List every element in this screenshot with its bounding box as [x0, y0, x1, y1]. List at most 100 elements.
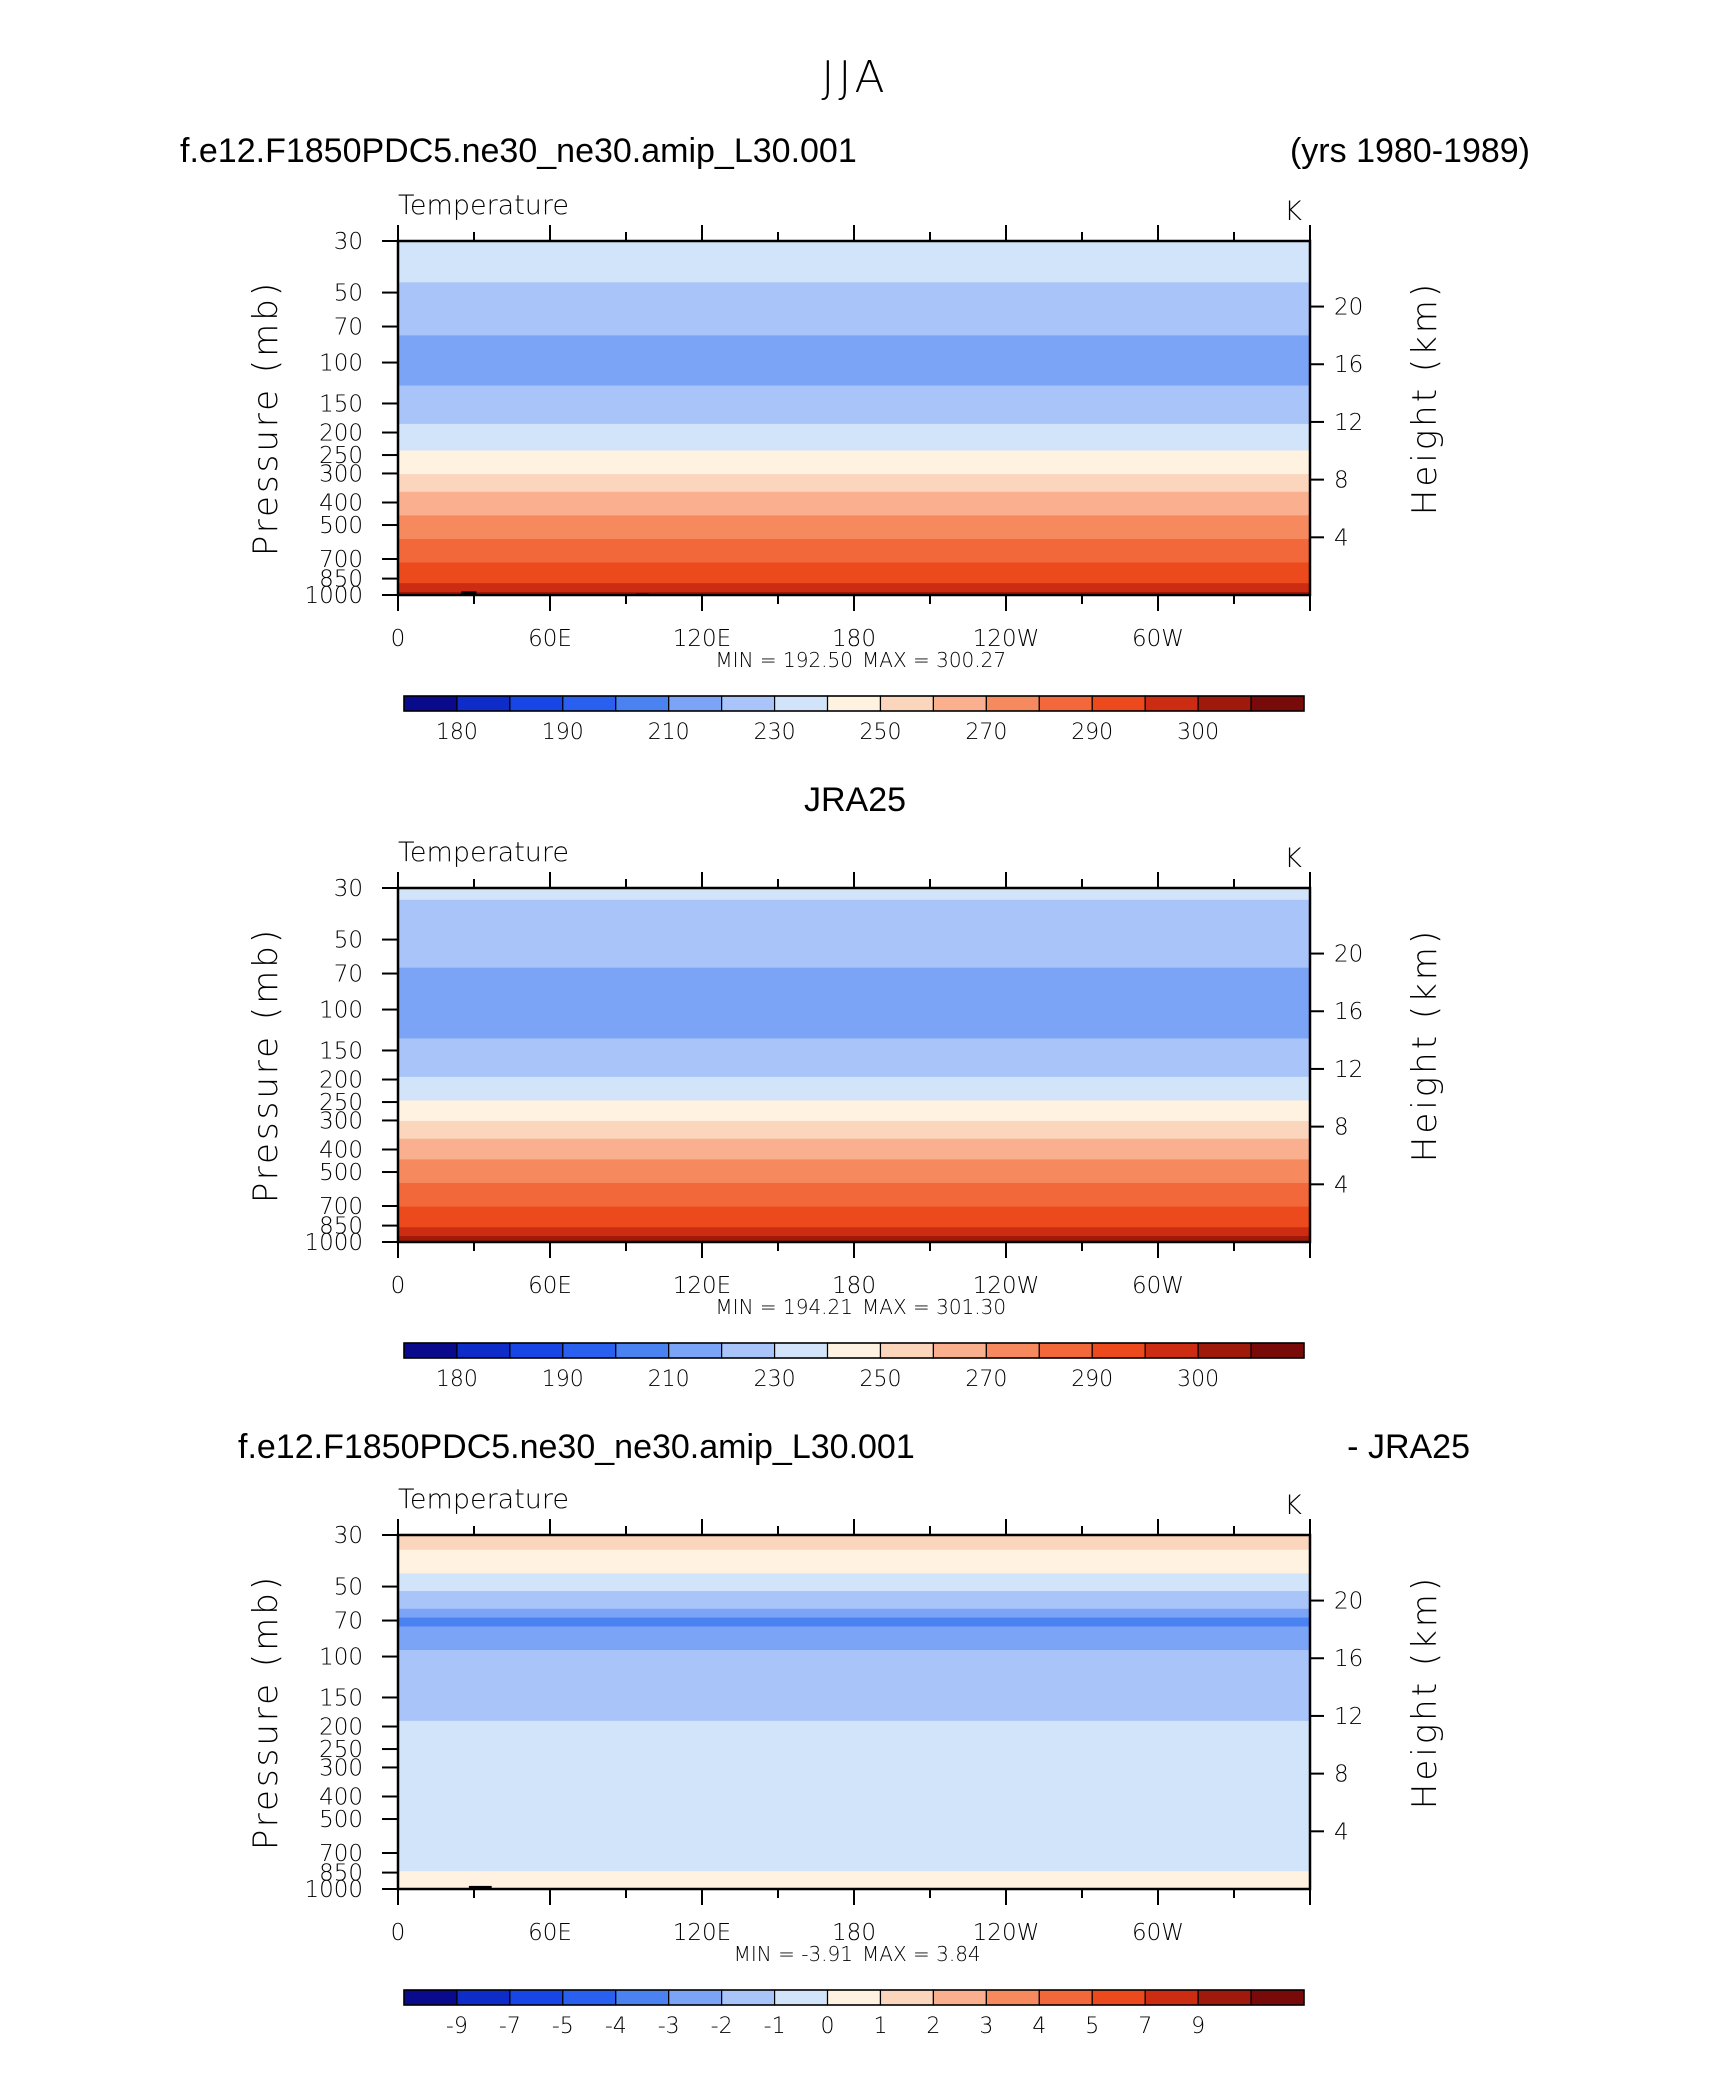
contour-band [398, 1827, 1310, 1831]
contour-band [398, 1865, 1310, 1869]
colorbar-label: -2 [711, 2014, 733, 2039]
contour-band [398, 1638, 1310, 1642]
contour-band [398, 1540, 1310, 1545]
contour-band [398, 917, 1310, 922]
contour-band [398, 955, 1310, 960]
contour-band [398, 1121, 1310, 1125]
contour-band [398, 1162, 1310, 1166]
y-tick-label: 100 [319, 998, 363, 1024]
colorbar-swatch [1091, 1989, 1146, 2006]
contour-band [398, 1576, 1310, 1580]
contour-band [398, 1585, 1310, 1589]
colorbar-swatch [562, 1989, 617, 2006]
y-tick-label: 1000 [304, 1877, 363, 1903]
contour-band [398, 991, 1310, 995]
contour-band [398, 1168, 1310, 1172]
contour-band [398, 976, 1310, 981]
y2-axis-title: Height (km) [1405, 928, 1445, 1162]
contour-band [398, 1602, 1310, 1607]
contour-band [398, 1841, 1310, 1846]
contour-band [398, 530, 1310, 534]
x-tick-label: 60W [1132, 626, 1184, 652]
contour-band [398, 556, 1310, 561]
colorbar-swatch [932, 695, 987, 712]
contour-band [398, 1174, 1310, 1178]
contour-band [398, 1097, 1310, 1101]
y-tick-label: 30 [334, 1523, 363, 1549]
contour-band [398, 1818, 1310, 1822]
y-tick-label: 850 [319, 1214, 363, 1240]
contour-band [398, 1141, 1310, 1146]
x-tick-label: 60W [1132, 1273, 1184, 1299]
contour-band [398, 1094, 1310, 1099]
contour-band [398, 1611, 1310, 1616]
colorbar-swatch [615, 695, 670, 712]
contour-band [398, 568, 1310, 572]
colorbar-swatch [721, 695, 776, 712]
contour-band [398, 255, 1310, 260]
contour-band [398, 412, 1310, 416]
contour-band [398, 929, 1310, 933]
colorbar-label: 210 [648, 1367, 690, 1392]
x-tick-label: 180 [832, 1273, 876, 1299]
contour-band [398, 382, 1310, 387]
contour-band [398, 1605, 1310, 1610]
y-tick-label: 50 [334, 928, 363, 954]
contour-band [398, 308, 1310, 313]
contour-band [398, 1776, 1310, 1781]
contour-band [398, 285, 1310, 289]
colorbar-swatch [403, 695, 458, 712]
contour-band [398, 1050, 1310, 1054]
contour-band [398, 347, 1310, 351]
contour-band [398, 482, 1310, 487]
contour-band [398, 364, 1310, 369]
contour-band [398, 258, 1310, 263]
variable-name: Temperature [398, 190, 569, 221]
contour-band [398, 583, 1310, 587]
contour-band [398, 1667, 1310, 1672]
y-tick-label: 700 [319, 547, 363, 573]
x-tick-label: 120W [973, 1273, 1040, 1299]
contour-band [398, 1091, 1310, 1096]
contour-band [398, 1871, 1310, 1875]
contour-band [398, 1059, 1310, 1063]
contour-band [398, 388, 1310, 393]
contour-band [398, 1685, 1310, 1689]
contour-band [398, 1815, 1310, 1819]
colorbar-swatch [985, 695, 1040, 712]
contour-band [398, 586, 1310, 590]
contour-band [398, 1735, 1310, 1740]
contour-band [398, 453, 1310, 457]
contour-band [398, 488, 1310, 493]
contour-band [398, 1038, 1310, 1042]
contour-band [398, 1194, 1310, 1199]
max-label: MAX = 300.27 [862, 648, 1006, 672]
contour-band [398, 1591, 1310, 1595]
contour-band [398, 958, 1310, 963]
contour-band [398, 1883, 1310, 1887]
contour-band [398, 361, 1310, 366]
colorbar-swatch [932, 1989, 987, 2006]
y-tick-label: 1000 [304, 1230, 363, 1256]
contour-band [398, 949, 1310, 954]
contour-band [398, 1180, 1310, 1184]
contour-band [398, 1236, 1310, 1240]
contour-band [398, 1608, 1310, 1613]
contour-band [398, 1821, 1310, 1825]
contour-band [398, 1026, 1310, 1031]
contour-band [398, 1126, 1310, 1131]
contour-band [398, 503, 1310, 508]
contour-band [398, 1546, 1310, 1551]
contour-band [398, 415, 1310, 419]
contour-band [398, 1691, 1310, 1695]
contour-band [398, 1115, 1310, 1119]
contour-band [398, 944, 1310, 948]
contour-band [398, 1203, 1310, 1208]
contour-band [398, 376, 1310, 381]
contour-band [398, 893, 1310, 898]
y2-tick-label: 16 [1334, 1646, 1363, 1672]
contour-band [398, 1129, 1310, 1134]
contour-band [398, 1073, 1310, 1078]
colorbar-swatch [1250, 1342, 1305, 1359]
x-tick-label: 120E [673, 1273, 731, 1299]
